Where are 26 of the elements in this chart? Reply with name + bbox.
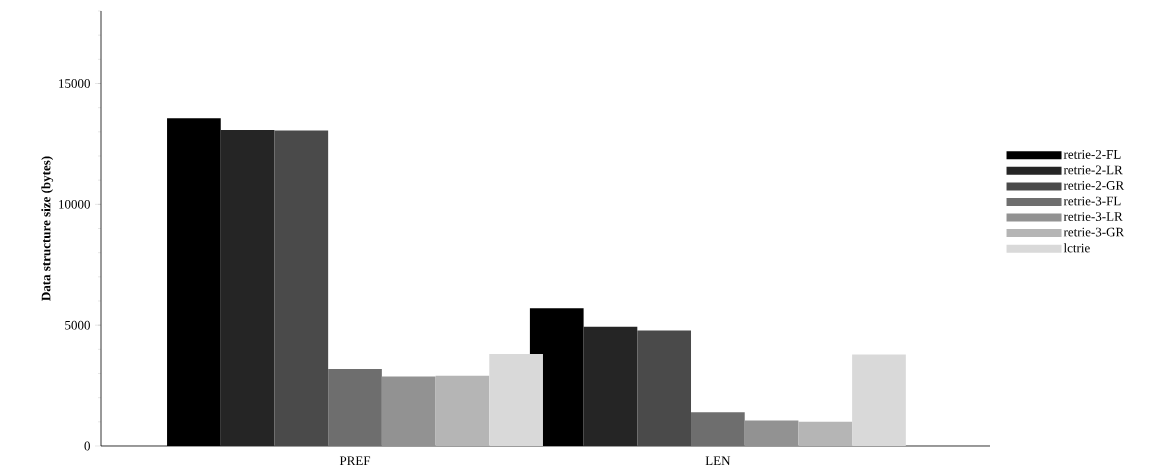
x-tick-label: PREF (339, 456, 371, 465)
bar (381, 376, 436, 446)
bar (852, 354, 906, 446)
bar (435, 375, 490, 446)
bar (744, 420, 799, 446)
bar (489, 353, 543, 446)
legend-label: retrie-2-GR (1063, 180, 1125, 190)
bar (274, 130, 329, 446)
bar (691, 411, 745, 446)
bar (583, 326, 638, 446)
legend-label: retrie-2-LR (1063, 165, 1123, 175)
legend-label: retrie-3-LR (1063, 212, 1123, 221)
bar (328, 368, 382, 446)
y-tick-label: 0 (84, 441, 90, 451)
legend-label: lctrie (1063, 243, 1090, 253)
y-tick-label: 15000 (59, 78, 90, 88)
y-tick-label: 5000 (65, 320, 90, 330)
legend-label: retrie-3-GR (1063, 227, 1125, 237)
bar (637, 330, 692, 446)
legend-label: retrie-3-FL (1063, 196, 1121, 206)
y-tick-label: 10000 (59, 199, 90, 209)
bar (798, 421, 853, 446)
bar (220, 129, 275, 446)
legend-label: retrie-2-FL (1063, 149, 1121, 159)
x-tick-label: LEN (705, 456, 731, 465)
y-axis-title: Data structure size (bytes) (41, 156, 54, 301)
